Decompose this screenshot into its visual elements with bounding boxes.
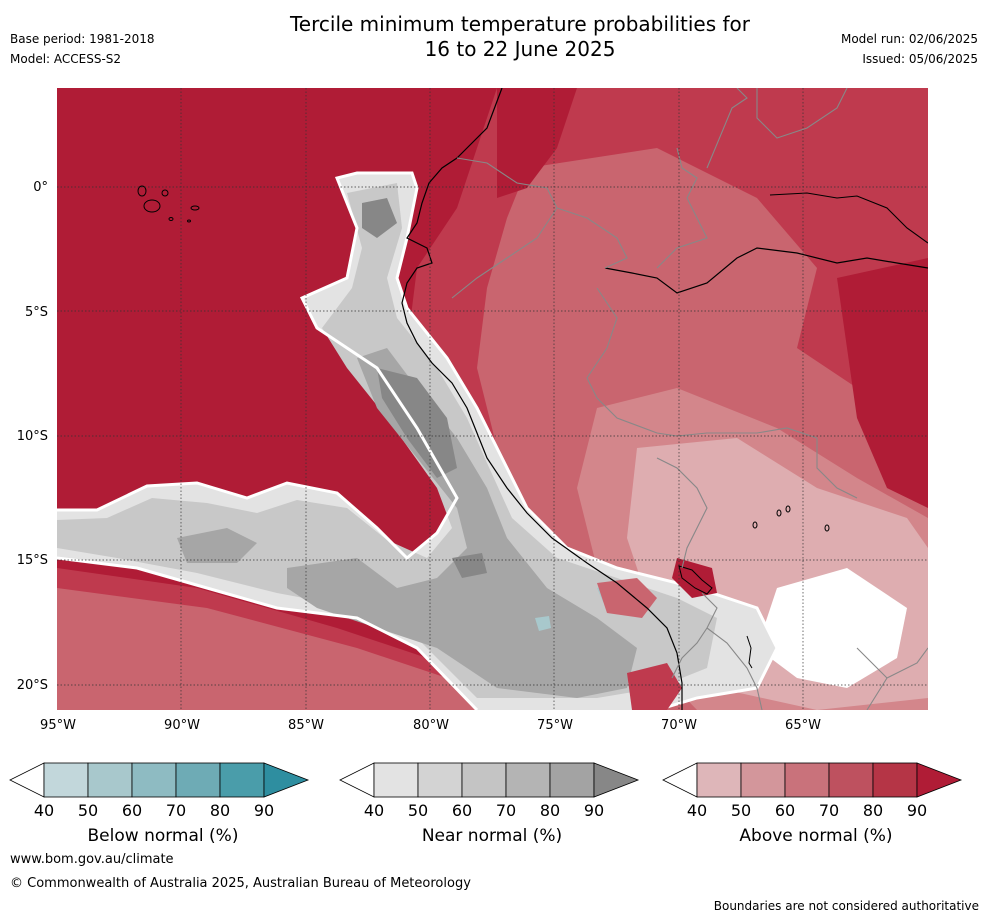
lat-label-10s: 10°S — [16, 429, 48, 444]
above-normal-legend-title: Above normal (%) — [739, 826, 893, 846]
above-colorbar-tick-label: 60 — [775, 801, 795, 820]
lon-label-70w: 70°W — [661, 718, 697, 733]
lon-label-85w: 85°W — [288, 718, 324, 733]
above-70-south-ocean-band — [57, 588, 517, 710]
near-colorbar-tick-label: 70 — [496, 801, 516, 820]
near-colorbar-tick-label: 40 — [364, 801, 384, 820]
above-90-north-patch — [497, 88, 577, 198]
above-colorbar-segment — [784, 762, 830, 798]
below-normal-legend-title: Below normal (%) — [87, 826, 239, 846]
above-90-lake-blob — [672, 558, 717, 598]
map-title: Tercile minimum temperature probabilitie… — [0, 12, 988, 62]
near-normal-colorbar: 40 50 60 70 80 90 — [339, 762, 640, 820]
below-colorbar-segment — [87, 762, 133, 798]
near-normal-90-patch-south — [452, 553, 487, 578]
near-colorbar-min-extension — [339, 762, 375, 798]
base-period-text: Base period: 1981-2018 — [10, 32, 155, 46]
lon-label-95w: 95°W — [40, 718, 76, 733]
copyright-text: © Commonwealth of Australia 2025, Austra… — [10, 876, 471, 891]
below-colorbar-min-extension — [9, 762, 45, 798]
near-normal-legend-title: Near normal (%) — [421, 826, 563, 846]
graticule — [57, 88, 928, 710]
website-link-text: www.bom.gov.au/climate — [10, 852, 174, 867]
left-metadata: Base period: 1981-2018 Model: ACCESS-S2 — [10, 32, 155, 72]
lat-label-5s: 5°S — [24, 305, 48, 320]
lon-label-65w: 65°W — [785, 718, 821, 733]
bolivia-lakes — [746, 505, 830, 669]
issued-date-text: Issued: 05/06/2025 — [862, 52, 978, 66]
below-40-inland-area — [757, 568, 907, 688]
probability-map — [56, 87, 929, 712]
near-colorbar-segment — [417, 762, 463, 798]
country-borders — [451, 87, 929, 711]
northern-river — [769, 192, 929, 244]
lat-label-20s: 20°S — [16, 678, 48, 693]
above-colorbar-max-extension — [916, 762, 963, 798]
near-colorbar-segment — [461, 762, 507, 798]
near-normal-90-patch-north — [362, 198, 397, 238]
above-colorbar-tick-label: 70 — [819, 801, 839, 820]
lon-label-90w: 90°W — [164, 718, 200, 733]
lon-label-80w: 80°W — [413, 718, 449, 733]
below-colorbar-tick-label: 60 — [122, 801, 142, 820]
below-colorbar-segment — [219, 762, 265, 798]
above-colorbar-tick-label: 40 — [687, 801, 707, 820]
near-normal-80-region — [287, 348, 637, 698]
near-colorbar-segment — [549, 762, 595, 798]
above-80-coastal-blob — [597, 578, 657, 618]
near-normal-outline — [57, 171, 779, 712]
title-line-1: Tercile minimum temperature probabilitie… — [289, 12, 751, 36]
amazon-river — [604, 247, 929, 294]
title-line-2: 16 to 22 June 2025 — [424, 37, 616, 61]
below-colorbar-max-extension — [263, 762, 310, 798]
near-normal-outline-south — [56, 556, 479, 712]
above-colorbar-segment — [828, 762, 874, 798]
above-colorbar-min-extension — [662, 762, 698, 798]
below-colorbar-tick-label: 40 — [34, 801, 54, 820]
galapagos-islands — [137, 185, 200, 223]
above-normal-colorbar: 40 50 60 70 80 90 — [662, 762, 963, 820]
lat-label-0: 0° — [33, 180, 48, 195]
below-normal-50-patch — [535, 616, 551, 631]
below-colorbar-tick-label: 50 — [78, 801, 98, 820]
above-90-northeast-patch — [837, 258, 928, 508]
near-colorbar-tick-label: 90 — [584, 801, 604, 820]
below-normal-colorbar: 40 50 60 70 80 90 — [9, 762, 310, 820]
boundaries-disclaimer: Boundaries are not considered authoritat… — [713, 899, 979, 913]
near-colorbar-tick-label: 50 — [408, 801, 428, 820]
below-colorbar-segment — [43, 762, 89, 798]
near-colorbar-segment — [505, 762, 551, 798]
below-colorbar-tick-label: 80 — [210, 801, 230, 820]
near-colorbar-max-extension — [593, 762, 640, 798]
below-colorbar-tick-label: 70 — [166, 801, 186, 820]
above-colorbar-tick-label: 50 — [731, 801, 751, 820]
above-colorbar-segment — [872, 762, 918, 798]
below-colorbar-segment — [131, 762, 177, 798]
near-normal-60-region — [57, 183, 717, 698]
near-colorbar-tick-label: 60 — [452, 801, 472, 820]
near-colorbar-segment — [373, 762, 419, 798]
model-run-text: Model run: 02/06/2025 — [840, 32, 978, 46]
model-name-text: Model: ACCESS-S2 — [10, 52, 122, 66]
map-svg — [56, 87, 929, 712]
below-colorbar-segment — [175, 762, 221, 798]
above-colorbar-segment — [740, 762, 786, 798]
above-colorbar-segment — [696, 762, 742, 798]
lon-label-75w: 75°W — [537, 718, 573, 733]
lake-titicaca — [678, 565, 713, 595]
below-colorbar-tick-label: 90 — [254, 801, 274, 820]
above-colorbar-tick-label: 90 — [907, 801, 927, 820]
lat-label-15s: 15°S — [16, 553, 48, 568]
near-colorbar-tick-label: 80 — [540, 801, 560, 820]
above-colorbar-tick-label: 80 — [863, 801, 883, 820]
colorbar-legends: 40 50 60 70 80 90 40 50 60 70 80 90 40 50 60 70 80 90 — [9, 762, 963, 820]
south-america-coastline — [401, 87, 683, 710]
above-90-southeast-blob — [627, 663, 682, 710]
right-metadata: Model run: 02/06/2025 Issued: 05/06/2025 — [841, 32, 978, 72]
near-normal-80-west-patch — [177, 528, 257, 563]
